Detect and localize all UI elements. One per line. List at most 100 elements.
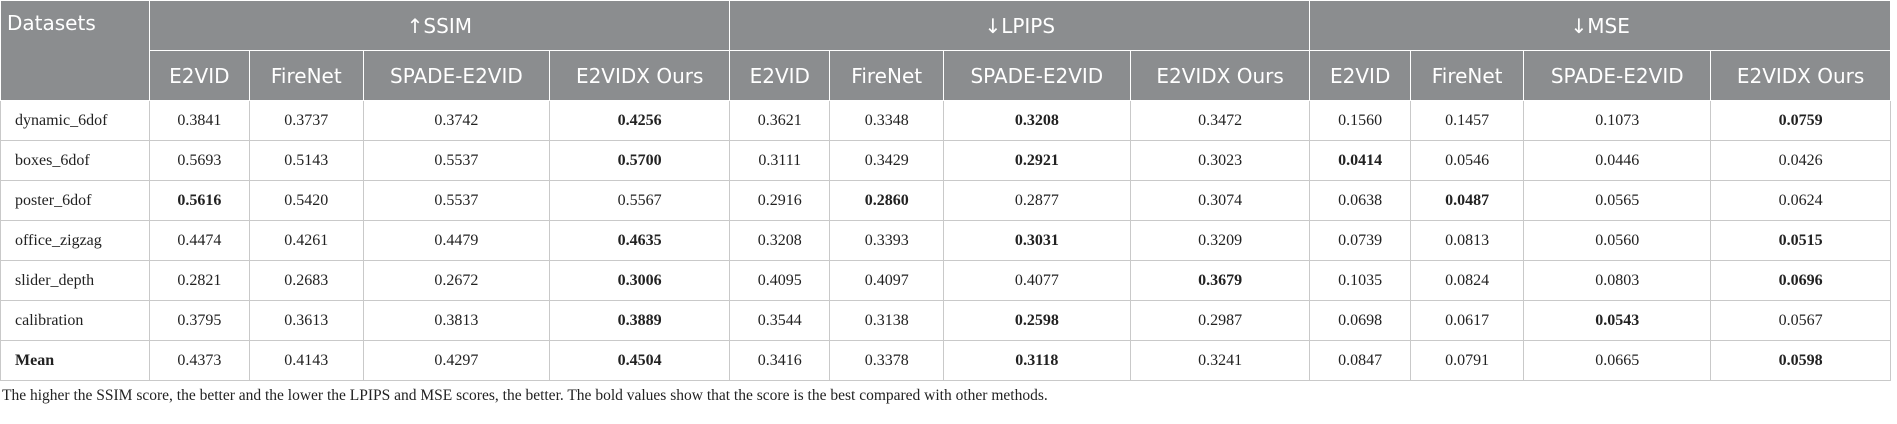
value-cell: 0.0446 bbox=[1523, 140, 1712, 181]
dataset-cell: boxes_6dof bbox=[0, 140, 150, 181]
value-cell: 0.3209 bbox=[1129, 220, 1311, 261]
method-header: FireNet bbox=[1409, 50, 1525, 101]
value-cell: 0.0791 bbox=[1409, 340, 1525, 381]
value-cell: 0.0414 bbox=[1309, 140, 1411, 181]
value-cell: 0.3813 bbox=[362, 300, 551, 341]
value-cell: 0.3138 bbox=[829, 300, 944, 341]
value-cell: 0.3613 bbox=[249, 300, 364, 341]
method-header: E2VIDX Ours bbox=[1129, 50, 1311, 101]
method-header: FireNet bbox=[249, 50, 364, 101]
value-cell: 0.5693 bbox=[148, 140, 251, 181]
value-cell: 0.3795 bbox=[148, 300, 251, 341]
data-row: poster_6dof 0.5616 0.5420 0.5537 0.5567 0.291… bbox=[0, 180, 1891, 221]
value-cell: 0.3416 bbox=[729, 340, 831, 381]
value-cell: 0.0546 bbox=[1409, 140, 1525, 181]
dataset-cell: poster_6dof bbox=[0, 180, 150, 221]
value-cell: 0.0824 bbox=[1409, 260, 1525, 301]
method-header: SPADE-E2VID bbox=[942, 50, 1131, 101]
value-cell: 0.3393 bbox=[829, 220, 944, 261]
value-cell: 0.0739 bbox=[1309, 220, 1411, 261]
method-header: E2VIDX Ours bbox=[549, 50, 731, 101]
value-cell: 0.0847 bbox=[1309, 340, 1411, 381]
value-cell: 0.4077 bbox=[942, 260, 1131, 301]
value-cell: 0.0665 bbox=[1523, 340, 1712, 381]
header-row: Datasets ↑SSIM ↓LPIPS ↓MSE bbox=[0, 0, 1891, 101]
value-cell: 0.2683 bbox=[249, 260, 364, 301]
value-cell: 0.0598 bbox=[1710, 340, 1891, 381]
value-cell: 0.4095 bbox=[729, 260, 831, 301]
method-header: FireNet bbox=[829, 50, 944, 101]
value-cell: 0.4143 bbox=[249, 340, 364, 381]
data-row: boxes_6dof 0.5693 0.5143 0.5537 0.5700 0.3111… bbox=[0, 140, 1891, 181]
data-row: Mean 0.4373 0.4143 0.4297 0.4504 0.3416 0.3378… bbox=[0, 340, 1891, 381]
value-cell: 0.1073 bbox=[1523, 100, 1712, 141]
value-cell: 0.3118 bbox=[942, 340, 1131, 381]
page: Datasets ↑SSIM ↓LPIPS ↓MSE E2VID FireNet SPADE… bbox=[0, 0, 1891, 404]
group-header: ↑SSIM bbox=[148, 0, 731, 51]
value-cell: 0.5616 bbox=[148, 180, 251, 221]
value-cell: 0.0638 bbox=[1309, 180, 1411, 221]
value-cell: 0.3737 bbox=[249, 100, 364, 141]
value-cell: 0.3429 bbox=[829, 140, 944, 181]
value-cell: 0.0515 bbox=[1710, 220, 1891, 261]
value-cell: 0.5700 bbox=[549, 140, 731, 181]
value-cell: 0.4261 bbox=[249, 220, 364, 261]
value-cell: 0.0759 bbox=[1710, 100, 1891, 141]
value-cell: 0.3621 bbox=[729, 100, 831, 141]
value-cell: 0.2987 bbox=[1129, 300, 1311, 341]
value-cell: 0.5567 bbox=[549, 180, 731, 221]
value-cell: 0.3208 bbox=[942, 100, 1131, 141]
value-cell: 0.1035 bbox=[1309, 260, 1411, 301]
data-row: dynamic_6dof 0.3841 0.3737 0.3742 0.4256 0.36… bbox=[0, 100, 1891, 141]
value-cell: 0.0803 bbox=[1523, 260, 1712, 301]
value-cell: 0.3679 bbox=[1129, 260, 1311, 301]
caption: The higher the SSIM score, the better an… bbox=[2, 387, 1048, 404]
method-header: E2VID bbox=[729, 50, 831, 101]
value-cell: 0.4297 bbox=[362, 340, 551, 381]
value-cell: 0.0565 bbox=[1523, 180, 1712, 221]
value-cell: 0.3378 bbox=[829, 340, 944, 381]
value-cell: 0.2916 bbox=[729, 180, 831, 221]
value-cell: 0.4097 bbox=[829, 260, 944, 301]
value-cell: 0.3544 bbox=[729, 300, 831, 341]
dataset-cell: Mean bbox=[0, 340, 150, 381]
header-row: E2VID FireNet SPADE-E2VID E2VIDX Ours E2VID F… bbox=[1, 50, 1891, 101]
value-cell: 0.0543 bbox=[1523, 300, 1712, 341]
dataset-cell: calibration bbox=[0, 300, 150, 341]
value-cell: 0.0487 bbox=[1409, 180, 1525, 221]
corner-header: Datasets bbox=[0, 0, 150, 101]
group-header: ↓LPIPS bbox=[729, 0, 1311, 51]
data-row: office_zigzag 0.4474 0.4261 0.4479 0.4635 0.3… bbox=[0, 220, 1891, 261]
value-cell: 0.5537 bbox=[362, 180, 551, 221]
value-cell: 0.0426 bbox=[1710, 140, 1891, 181]
value-cell: 0.2921 bbox=[942, 140, 1131, 181]
method-header: E2VID bbox=[148, 50, 251, 101]
value-cell: 0.0813 bbox=[1409, 220, 1525, 261]
value-cell: 0.2877 bbox=[942, 180, 1131, 221]
value-cell: 0.2860 bbox=[829, 180, 944, 221]
value-cell: 0.3074 bbox=[1129, 180, 1311, 221]
value-cell: 0.1457 bbox=[1409, 100, 1525, 141]
value-cell: 0.5143 bbox=[249, 140, 364, 181]
value-cell: 0.4635 bbox=[549, 220, 731, 261]
method-header: SPADE-E2VID bbox=[362, 50, 551, 101]
value-cell: 0.0617 bbox=[1409, 300, 1525, 341]
value-cell: 0.3841 bbox=[148, 100, 251, 141]
dataset-cell: dynamic_6dof bbox=[0, 100, 150, 141]
value-cell: 0.4373 bbox=[148, 340, 251, 381]
method-header: E2VID bbox=[1309, 50, 1411, 101]
value-cell: 0.3023 bbox=[1129, 140, 1311, 181]
value-cell: 0.0567 bbox=[1710, 300, 1891, 341]
value-cell: 0.2598 bbox=[942, 300, 1131, 341]
value-cell: 0.3031 bbox=[942, 220, 1131, 261]
data-row: slider_depth 0.2821 0.2683 0.2672 0.3006 0.40… bbox=[0, 260, 1891, 301]
value-cell: 0.3889 bbox=[549, 300, 731, 341]
method-header: SPADE-E2VID bbox=[1523, 50, 1712, 101]
method-header: E2VIDX Ours bbox=[1710, 50, 1891, 101]
value-cell: 0.3241 bbox=[1129, 340, 1311, 381]
value-cell: 0.3208 bbox=[729, 220, 831, 261]
dataset-cell: slider_depth bbox=[0, 260, 150, 301]
data-row: calibration 0.3795 0.3613 0.3813 0.3889 0.354… bbox=[0, 300, 1891, 341]
value-cell: 0.0698 bbox=[1309, 300, 1411, 341]
value-cell: 0.4256 bbox=[549, 100, 731, 141]
